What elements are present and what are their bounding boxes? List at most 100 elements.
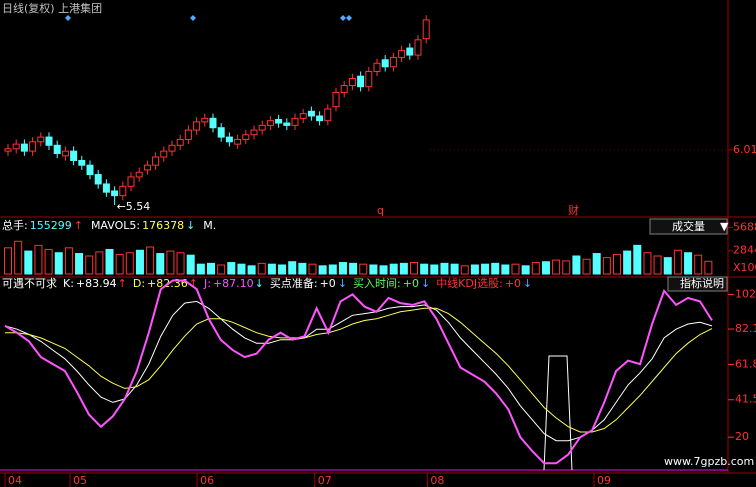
volume-bar: [704, 260, 713, 275]
volume-bar: [450, 263, 459, 275]
candle-body: [61, 150, 69, 157]
dropdown-arrow: ▼: [720, 220, 729, 233]
volume-bar: [64, 247, 73, 275]
volume-bar: [359, 263, 368, 275]
header-value: 176378: [142, 219, 184, 232]
candle-body: [389, 56, 397, 68]
candle-body: [193, 121, 201, 131]
volume-bar: [135, 249, 144, 275]
candle-body: [348, 78, 356, 87]
signal-markers: [65, 15, 352, 21]
volume-bar: [623, 250, 632, 275]
unit-label: X100: [733, 261, 756, 274]
volume-header: 总手: 155299 ↑ MAVOL5: 176378 ↓ M.: [2, 218, 216, 232]
volume-bar: [4, 247, 12, 275]
candle-body: [234, 138, 242, 145]
x-tick-label: 08: [430, 474, 444, 487]
signal-name: 买点准备:: [270, 276, 318, 290]
volume-bar: [24, 250, 33, 275]
legend-value: +87.10: [213, 277, 254, 290]
x-tick-label: 05: [73, 474, 87, 487]
candle-body: [45, 136, 53, 146]
candle-body: [340, 85, 348, 94]
candle-body: [242, 134, 250, 140]
y-tick-label: 41.5: [735, 393, 756, 406]
candle-body: [275, 119, 283, 124]
signal-arrow: ↓: [421, 277, 430, 290]
signal-value: +0: [505, 277, 521, 290]
volume-bar: [643, 252, 652, 275]
volume-header-text: 总手: 155299 ↑ MAVOL5: 176378 ↓ M.: [2, 218, 216, 232]
candle-body: [119, 185, 127, 197]
header-name: 总手:: [2, 218, 28, 232]
volume-bar: [663, 257, 672, 275]
volume-bar: [257, 262, 266, 275]
candle-body: [94, 174, 102, 185]
volume-bar: [673, 249, 682, 275]
volume-bar: [318, 265, 327, 275]
volume-bar: [379, 265, 388, 275]
candle-body: [258, 124, 266, 131]
volume-bar: [602, 257, 611, 275]
candle-body: [12, 143, 20, 150]
low-annotation: ←5.54: [117, 200, 151, 213]
volume-bar: [308, 263, 317, 275]
x-tick-label: 04: [8, 474, 22, 487]
y-tick-label: 20: [735, 430, 749, 443]
candle-body: [414, 39, 422, 56]
volume-bar: [420, 263, 429, 275]
volume-bar: [267, 263, 276, 275]
indicator-name: 可遇不可求: [2, 277, 57, 290]
volume-bar: [481, 263, 490, 275]
signal-name: 买入时间:: [353, 277, 401, 290]
volume-bar: [430, 264, 439, 275]
indicator-select[interactable]: [649, 218, 728, 235]
candle-body: [324, 108, 332, 122]
legend-arrow: ↓: [255, 277, 264, 290]
volume-bar: [440, 262, 449, 275]
volume-bar: [470, 264, 479, 275]
x-tick-label: 06: [200, 474, 214, 487]
chart-title: 日线(复权) 上港集团: [2, 1, 102, 15]
volume-bar: [95, 251, 104, 275]
volume-bar: [176, 252, 185, 275]
kdj-line: [4, 279, 713, 465]
volume-bar: [146, 246, 155, 275]
candle-body: [143, 164, 151, 171]
volume-bar: [562, 260, 571, 275]
signal-value: +0: [403, 277, 419, 290]
help-button[interactable]: [667, 276, 728, 292]
candle-body: [135, 171, 143, 178]
volume-bar: [105, 248, 114, 275]
volume-bar: [207, 262, 215, 275]
candle-body: [217, 127, 225, 138]
candle-body: [209, 117, 217, 129]
volume-bar: [14, 240, 23, 275]
y-tick-label: 82.1: [735, 322, 756, 335]
candle-body: [291, 117, 299, 126]
x-tick-label: 09: [597, 474, 611, 487]
candle-body: [102, 183, 110, 193]
volume-bar: [156, 253, 165, 275]
volume-bar: [298, 262, 307, 275]
volume-bar: [653, 255, 662, 275]
y-tick-label: 61.8: [735, 357, 756, 370]
volume-bar: [247, 265, 256, 275]
candle-body: [168, 144, 176, 152]
volume-bar: [389, 263, 398, 275]
candle-body: [184, 129, 192, 140]
volume-bar: [349, 262, 358, 275]
candle-body: [283, 122, 291, 126]
volume-bar: [552, 259, 561, 275]
legend-value: +83.94: [76, 277, 117, 290]
volume-bar: [491, 262, 500, 275]
candle-body: [53, 144, 61, 154]
kdj-header-text: 可遇不可求 K: +83.94↑ D: +82.36↑ J: +87.10↓ 买点准备: +0 ↓…: [2, 276, 532, 290]
header-name: MAVOL5:: [91, 219, 140, 232]
signal-name: 中线KDJ选股:: [436, 276, 503, 290]
volume-bar: [44, 248, 53, 275]
candle-body: [398, 49, 406, 58]
volume-bar: [460, 265, 469, 275]
watermark: www.7gpzb.com: [664, 455, 754, 468]
